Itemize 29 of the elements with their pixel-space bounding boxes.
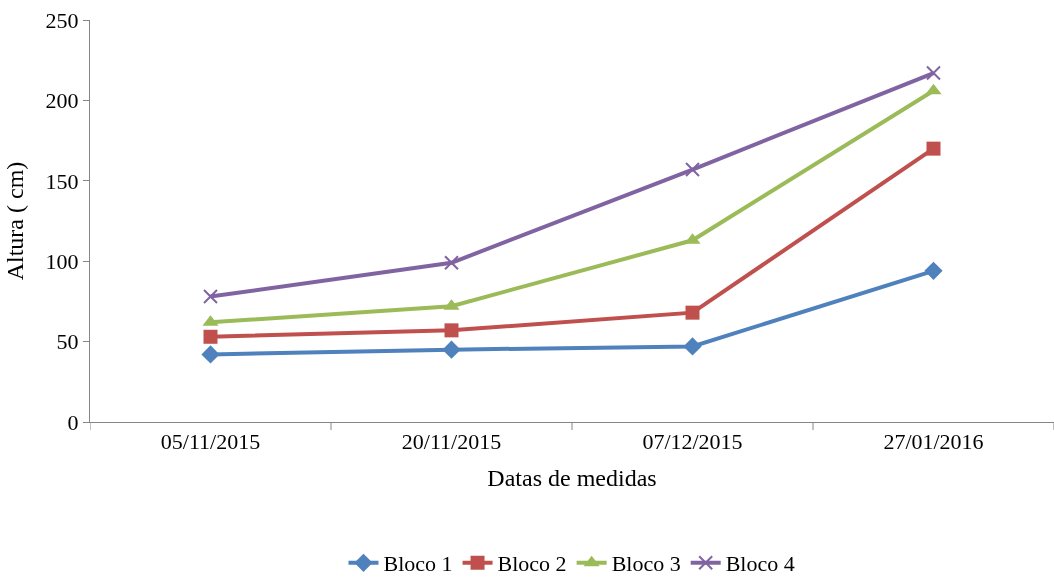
y-tick-label: 250 [45, 7, 79, 33]
point [685, 305, 700, 320]
point [444, 255, 459, 271]
y-axis-title: Altura ( cm) [1, 161, 28, 281]
point [926, 65, 941, 81]
point [203, 329, 218, 344]
x-tick-label: 07/12/2015 [642, 429, 743, 455]
y-tick-label: 200 [45, 88, 79, 114]
point [442, 340, 461, 359]
x-tick-label: 27/01/2016 [883, 429, 984, 455]
legend-label: Bloco 1 [383, 551, 453, 577]
point [683, 337, 702, 356]
x-tick-label: 05/11/2015 [160, 429, 261, 455]
point [201, 345, 220, 364]
point [203, 289, 218, 305]
point [685, 162, 700, 178]
y-tick-label: 100 [45, 248, 79, 274]
point [926, 141, 941, 156]
y-tick-label: 150 [45, 168, 79, 194]
y-tick-label: 0 [67, 409, 79, 435]
x-axis-title: Datas de medidas [487, 464, 657, 491]
legend-label: Bloco 4 [725, 551, 795, 577]
y-tick-label: 50 [56, 329, 79, 355]
x-tick-label: 20/11/2015 [401, 429, 502, 455]
legend-label: Bloco 3 [611, 551, 681, 577]
point [925, 83, 942, 95]
point [924, 261, 943, 280]
legend-label: Bloco 2 [497, 551, 567, 577]
point [444, 323, 459, 338]
